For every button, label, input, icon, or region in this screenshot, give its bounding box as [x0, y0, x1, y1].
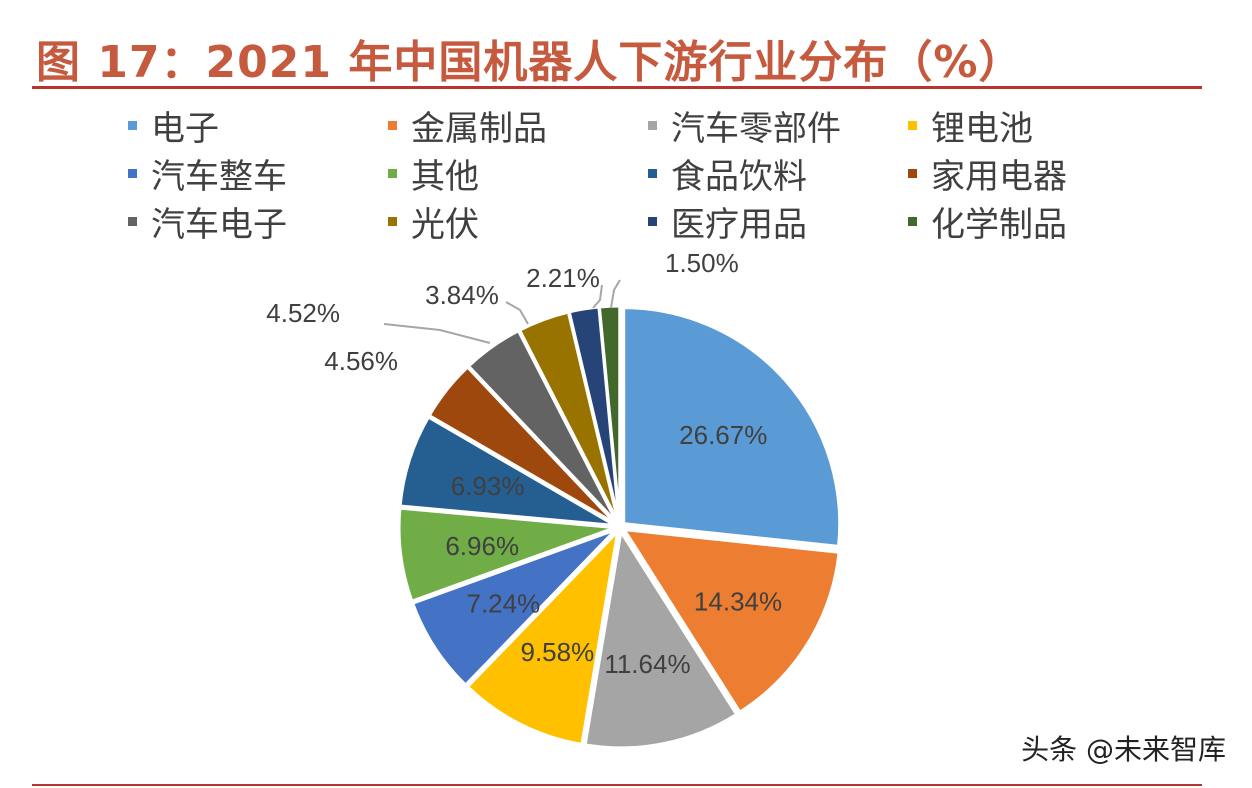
legend-label: 汽车整车 — [151, 156, 287, 197]
leader-line — [610, 279, 621, 309]
legend-label: 光伏 — [411, 204, 479, 245]
data-label: 2.21% — [526, 263, 600, 293]
legend-item: 食品饮料 — [648, 150, 908, 197]
data-label: 4.52% — [266, 298, 340, 328]
legend-item: 汽车零部件 — [648, 102, 908, 149]
legend-swatch — [128, 216, 137, 226]
pie-slice — [410, 528, 617, 688]
legend-item: 化学制品 — [908, 198, 1128, 245]
legend-swatch — [388, 216, 397, 226]
data-label: 6.93% — [451, 471, 525, 501]
leader-line — [592, 284, 603, 309]
pie-slice — [397, 506, 616, 604]
data-label: 7.24% — [467, 588, 541, 618]
data-label: 6.96% — [445, 531, 519, 561]
data-label: 9.58% — [520, 637, 594, 667]
legend-swatch — [388, 120, 397, 130]
legend-item: 家用电器 — [908, 150, 1128, 197]
legend-label: 医疗用品 — [671, 204, 807, 245]
legend-swatch — [128, 168, 137, 178]
data-label: 1.50% — [665, 248, 739, 278]
leader-line — [383, 323, 491, 344]
pie-slice — [465, 526, 621, 747]
legend-swatch — [128, 120, 137, 130]
legend-label: 汽车零部件 — [671, 108, 841, 149]
pie-slice — [398, 415, 616, 527]
legend-item: 医疗用品 — [648, 198, 908, 245]
pie-slice — [583, 527, 739, 750]
legend-label: 锂电池 — [931, 108, 1033, 149]
legend-item: 光伏 — [388, 198, 648, 245]
bottom-divider — [32, 784, 1202, 786]
legend-label: 家用电器 — [931, 156, 1067, 197]
legend-label: 食品饮料 — [671, 156, 807, 197]
legend-item: 汽车电子 — [128, 198, 388, 245]
pie-slice — [621, 527, 841, 715]
legend-item: 汽车整车 — [128, 150, 388, 197]
chart-title: 图 17：2021 年中国机器人下游行业分布（%） — [36, 37, 1024, 88]
data-label: 11.64% — [604, 649, 690, 679]
leader-line — [505, 301, 529, 325]
legend-label: 电子 — [151, 108, 219, 149]
watermark: 头条 @未来智库 — [1021, 733, 1226, 766]
legend-swatch — [648, 216, 657, 226]
legend: 电子 金属制品 汽车零部件 锂电池汽车整车 其他 食品饮料 家用电器汽车电子 光伏 医疗用品 化学… — [128, 102, 1128, 245]
legend-swatch — [388, 168, 397, 178]
data-label: 14.34% — [694, 586, 782, 616]
data-label: 26.67% — [679, 420, 767, 450]
legend-swatch — [648, 168, 657, 178]
legend-label: 金属制品 — [411, 108, 547, 149]
legend-label: 汽车电子 — [151, 204, 287, 245]
pie-slice — [622, 306, 842, 548]
data-label: 4.56% — [324, 346, 398, 376]
data-label: 3.84% — [425, 280, 499, 310]
legend-item: 锂电池 — [908, 102, 1128, 149]
legend-item: 金属制品 — [388, 102, 648, 149]
legend-item: 电子 — [128, 102, 388, 149]
legend-swatch — [648, 120, 657, 130]
pie-slice — [597, 304, 622, 523]
legend-swatch — [908, 120, 917, 130]
legend-swatch — [908, 168, 917, 178]
legend-label: 化学制品 — [931, 204, 1067, 245]
legend-swatch — [908, 216, 917, 226]
title-divider — [32, 86, 1202, 89]
legend-item: 其他 — [388, 150, 648, 197]
legend-label: 其他 — [411, 156, 479, 197]
